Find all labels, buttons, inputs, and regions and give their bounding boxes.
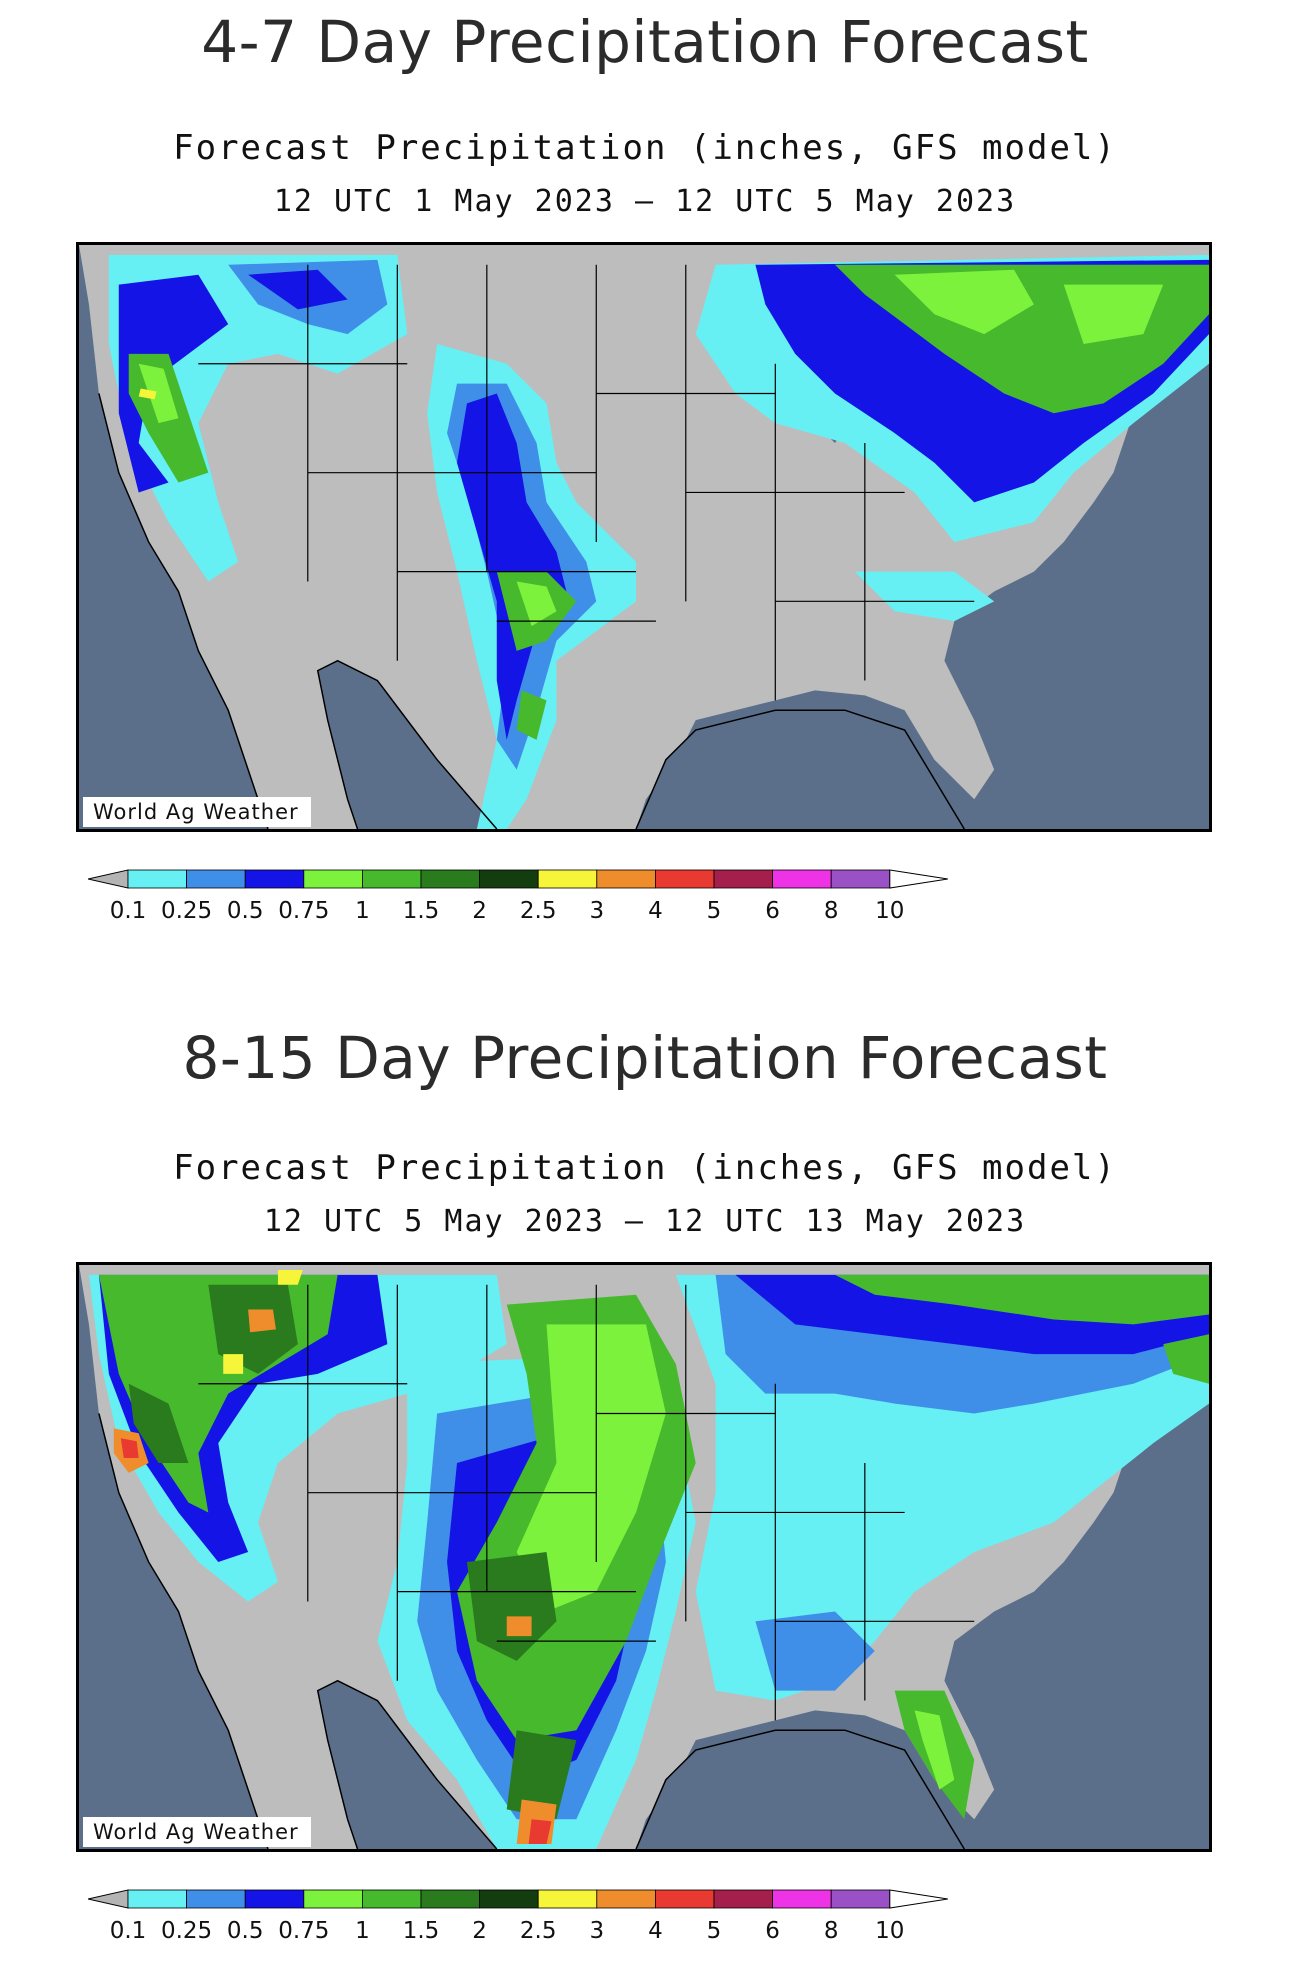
legend-swatch xyxy=(537,1889,598,1909)
precipitation-map: World Ag Weather xyxy=(76,1262,1212,1852)
legend-tick-label: 2 xyxy=(472,898,487,924)
legend-tick-label: 6 xyxy=(765,898,780,924)
legend-swatch xyxy=(772,869,832,889)
legend-tick-label: 1 xyxy=(355,1918,370,1944)
legend-swatch xyxy=(830,869,891,889)
legend-swatch xyxy=(655,869,715,889)
legend-swatch xyxy=(127,1889,187,1909)
legend-swatch xyxy=(596,869,656,889)
legend-swatch xyxy=(479,1889,539,1909)
legend-swatch xyxy=(361,1889,422,1909)
precip-cyan-southeast xyxy=(854,571,995,622)
precip-blue-central xyxy=(456,393,567,740)
precip-green-south xyxy=(516,690,547,740)
legend-tick-label: 1 xyxy=(355,898,370,924)
legend-swatch xyxy=(596,1889,656,1909)
precip-lightgreen-florida xyxy=(914,1710,955,1790)
coastline xyxy=(98,1413,965,1849)
legend-tick-label: 0.1 xyxy=(109,1918,147,1944)
legend-tick-label: 10 xyxy=(875,898,905,924)
legend-tick-label: 2 xyxy=(472,1918,487,1944)
legend-tick-label: 5 xyxy=(706,1918,722,1944)
legend-swatch xyxy=(479,869,539,889)
legend-swatch xyxy=(420,869,480,889)
legend-swatch xyxy=(655,1889,715,1909)
forecast-period: 12 UTC 1 May 2023 – 12 UTC 5 May 2023 xyxy=(273,184,1017,219)
precipitation-map: World Ag Weather xyxy=(76,242,1212,832)
legend-swatch xyxy=(303,1889,363,1909)
legend-swatch xyxy=(186,1889,246,1909)
legend-tick-label: 8 xyxy=(823,898,839,924)
legend-swatch xyxy=(88,1889,129,1909)
legend-swatch xyxy=(537,869,598,889)
legend-swatch xyxy=(420,1889,480,1909)
legend-swatch xyxy=(830,1889,891,1909)
legend-swatch xyxy=(88,869,129,889)
legend-swatch xyxy=(713,1889,773,1909)
legend-tick-label: 6 xyxy=(765,1918,780,1944)
state-boundaries xyxy=(198,264,975,701)
legend-swatch xyxy=(244,869,305,889)
legend-swatch xyxy=(713,869,773,889)
precip-lightgreen-central xyxy=(516,1324,666,1612)
map-graphic xyxy=(79,1265,1209,1849)
legend-swatch xyxy=(889,869,948,889)
legend-swatch xyxy=(889,1889,948,1909)
legend-tick-label: 5 xyxy=(706,898,722,924)
legend-swatch xyxy=(303,869,363,889)
precip-red-spot xyxy=(120,1438,139,1459)
coastline xyxy=(98,393,965,829)
precip-green-east xyxy=(834,1274,1209,1384)
precipitation-legend: 0.1 0.25 0.5 0.75 1 1.5 2 2.5 3 4 5 6 8 10 xyxy=(88,1882,1204,1952)
precip-yellow-spot xyxy=(223,1269,303,1374)
legend-tick-label: 0.75 xyxy=(278,1918,330,1944)
map-credit: World Ag Weather xyxy=(83,1817,311,1847)
precip-blue-west xyxy=(118,274,229,493)
precip-lightgreen-east xyxy=(894,269,1164,344)
legend-tick-label: 2.5 xyxy=(519,1918,557,1944)
map-subtitle: Forecast Precipitation (inches, GFS mode… xyxy=(173,128,1117,168)
legend-tick-label: 0.1 xyxy=(109,898,147,924)
precip-lightgreen-west xyxy=(138,363,179,424)
legend-colorbar xyxy=(88,1889,948,1909)
precip-blue-north2 xyxy=(248,269,348,310)
map-graphic xyxy=(79,245,1209,829)
panel-heading: 4-7 Day Precipitation Forecast xyxy=(201,8,1089,76)
legend-tick-label: 0.5 xyxy=(226,898,264,924)
legend-tick-label: 0.25 xyxy=(160,1918,213,1944)
legend-tick-label: 8 xyxy=(823,1918,839,1944)
legend-tick-label: 0.25 xyxy=(160,898,213,924)
precip-orange-south xyxy=(506,1616,557,1845)
legend-tick-label: 3 xyxy=(589,898,605,924)
panel-heading: 8-15 Day Precipitation Forecast xyxy=(182,1024,1108,1092)
legend-colorbar xyxy=(88,869,948,889)
map-credit: World Ag Weather xyxy=(83,797,311,827)
precip-lightgreen-central xyxy=(516,581,557,627)
legend-tick-label: 0.75 xyxy=(278,898,330,924)
legend-tick-label: 0.5 xyxy=(226,1918,264,1944)
precip-red-south xyxy=(528,1819,552,1845)
legend-tick-label: 2.5 xyxy=(519,898,557,924)
legend-swatch xyxy=(772,1889,832,1909)
map-subtitle: Forecast Precipitation (inches, GFS mode… xyxy=(173,1148,1117,1188)
legend-swatch xyxy=(127,869,187,889)
legend-swatch xyxy=(244,1889,305,1909)
forecast-period: 12 UTC 5 May 2023 – 12 UTC 13 May 2023 xyxy=(263,1204,1027,1239)
legend-tick-label: 3 xyxy=(589,1918,605,1944)
legend-tick-label: 1.5 xyxy=(402,898,440,924)
precip-yellow-spot xyxy=(138,388,157,400)
gulf-water xyxy=(636,710,965,829)
state-boundaries xyxy=(198,1284,975,1721)
precipitation-legend: 0.1 0.25 0.5 0.75 1 1.5 2 2.5 3 4 5 6 8 10 xyxy=(88,862,1204,932)
legend-swatch xyxy=(361,869,422,889)
legend-tick-label: 10 xyxy=(875,1918,905,1944)
precip-darkgreen-central xyxy=(466,1552,577,1820)
legend-swatch xyxy=(186,869,246,889)
gulf-water xyxy=(636,1730,965,1849)
precip-lightblue-east xyxy=(715,1274,1209,1691)
legend-tick-label: 1.5 xyxy=(402,1918,440,1944)
legend-tick-label: 4 xyxy=(648,898,663,924)
legend-tick-label: 4 xyxy=(648,1918,663,1944)
